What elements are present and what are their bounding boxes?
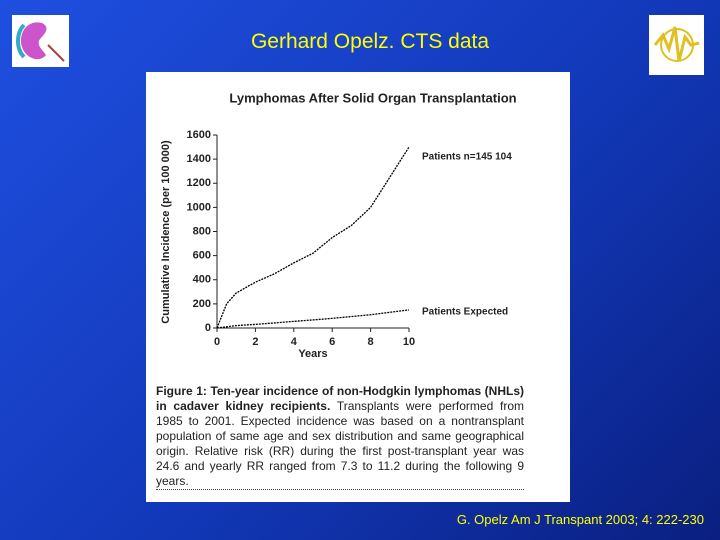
series-label: Patients Expected bbox=[422, 307, 508, 318]
right-logo bbox=[649, 15, 704, 75]
series-line bbox=[216, 309, 410, 329]
chart-title: Lymphomas After Solid Organ Transplantat… bbox=[229, 90, 516, 105]
chart: Lymphomas After Solid Organ Transplantat… bbox=[160, 90, 517, 360]
citation: G. Opelz Am J Transpant 2003; 4: 222-230 bbox=[456, 512, 704, 527]
y-tick-label: 1200 bbox=[187, 177, 211, 189]
caption-text: Transplants were performed from 1985 to … bbox=[156, 399, 524, 488]
x-tick-label: 10 bbox=[403, 336, 415, 348]
x-tick-label: 6 bbox=[329, 336, 335, 348]
x-tick-label: 4 bbox=[291, 336, 298, 348]
figure-panel: Lymphomas After Solid Organ Transplantat… bbox=[146, 72, 570, 502]
x-axis-label: Years bbox=[298, 348, 327, 360]
caption: Figure 1: Ten-year incidence of non-Hodg… bbox=[156, 384, 524, 490]
series-label: Patients n=145 104 bbox=[422, 152, 512, 163]
x-tick-label: 2 bbox=[252, 336, 258, 348]
caption-bold: Figure 1: Ten-year incidence of non-Hodg… bbox=[156, 384, 524, 413]
y-tick-label: 0 bbox=[205, 322, 211, 334]
y-tick-label: 200 bbox=[193, 298, 211, 310]
slide-title: Gerhard Opelz. CTS data bbox=[250, 30, 490, 53]
y-tick-label: 1400 bbox=[187, 153, 211, 165]
y-tick-label: 1000 bbox=[187, 201, 211, 213]
y-tick-label: 400 bbox=[193, 274, 211, 286]
series-line bbox=[216, 146, 410, 329]
y-tick-label: 600 bbox=[193, 250, 211, 262]
y-axis-label: Cumulative Incidence (per 100 000) bbox=[160, 140, 172, 324]
x-tick-label: 8 bbox=[368, 336, 374, 348]
left-logo bbox=[12, 15, 69, 67]
y-tick-label: 800 bbox=[193, 225, 211, 237]
x-tick-label: 0 bbox=[214, 336, 220, 348]
y-tick-label: 1600 bbox=[187, 129, 211, 141]
